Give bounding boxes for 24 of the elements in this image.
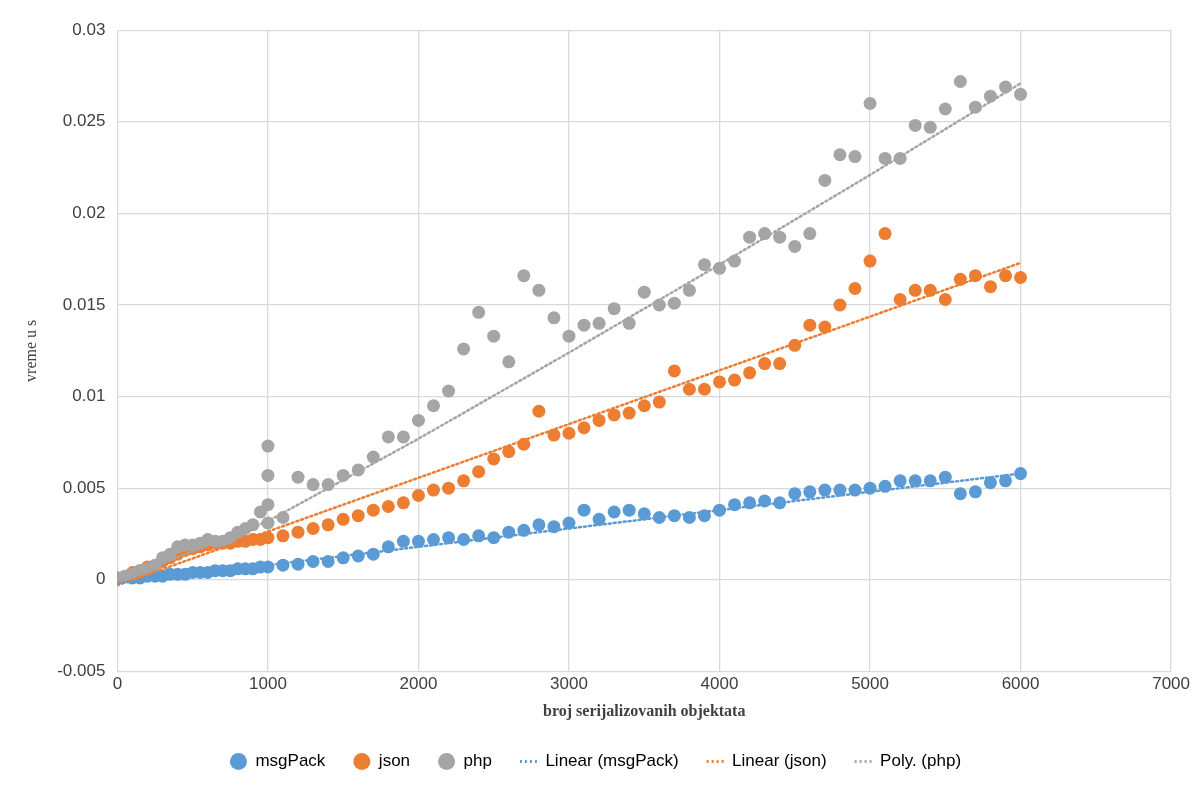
legend-label: Linear (msgPack): [545, 751, 679, 771]
x-tick-label: 0: [112, 674, 123, 694]
y-tick-label: 0.02: [72, 203, 106, 223]
x-tick-label: 3000: [550, 674, 588, 694]
x-axis-title: broj serijalizovanih objektata: [543, 701, 746, 720]
x-tick-label: 6000: [1001, 674, 1040, 694]
y-axis-title: vreme u s: [21, 319, 39, 382]
legend-label: Linear (json): [732, 751, 827, 771]
y-tick-label: 0.03: [72, 19, 106, 39]
x-tick-label: 7000: [1152, 674, 1190, 694]
y-tick-label: 0.015: [62, 294, 106, 314]
legend-label: php: [463, 751, 492, 771]
x-tick-label: 1000: [249, 674, 287, 694]
x-tick-label: 4000: [700, 674, 739, 694]
y-tick-label: 0.005: [62, 477, 106, 497]
legend-label: json: [377, 751, 411, 771]
x-tick-label: 2000: [399, 674, 438, 694]
y-tick-label: 0.01: [72, 386, 106, 406]
y-tick-label: 0.025: [62, 111, 106, 131]
legend-label: Poly. (php): [880, 751, 962, 771]
y-tick-label: 0: [95, 569, 106, 589]
y-tick-label: -0.005: [57, 661, 106, 681]
legend-label: msgPack: [255, 751, 326, 771]
x-tick-label: 5000: [851, 674, 889, 694]
